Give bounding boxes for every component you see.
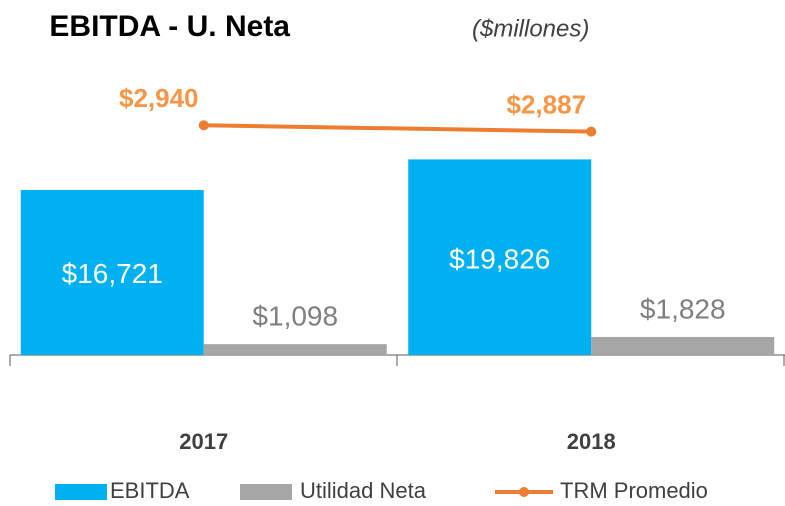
chart-subtitle: ($millones) — [472, 15, 589, 42]
legend-label: Utilidad Neta — [300, 478, 427, 503]
data-label: $2,887 — [506, 89, 586, 119]
legend-label: EBITDA — [110, 478, 190, 503]
bar — [20, 190, 204, 355]
chart-title: EBITDA - U. Neta — [49, 10, 290, 43]
bar — [408, 159, 592, 355]
legend-swatch — [240, 484, 292, 500]
bar — [203, 344, 387, 355]
legend-swatch — [519, 487, 529, 497]
legend-swatch — [55, 484, 107, 500]
data-label: $19,826 — [449, 243, 550, 274]
data-label: $1,828 — [640, 293, 726, 324]
x-tick-label: 2017 — [179, 429, 228, 454]
line-marker — [198, 120, 209, 131]
data-label: $2,940 — [119, 83, 199, 113]
line-marker — [586, 126, 597, 137]
x-tick-label: 2018 — [567, 429, 616, 454]
bar — [591, 336, 775, 355]
data-label: $1,098 — [252, 301, 338, 332]
legend-label: TRM Promedio — [560, 478, 708, 503]
data-label: $16,721 — [62, 258, 163, 289]
line — [203, 123, 592, 134]
